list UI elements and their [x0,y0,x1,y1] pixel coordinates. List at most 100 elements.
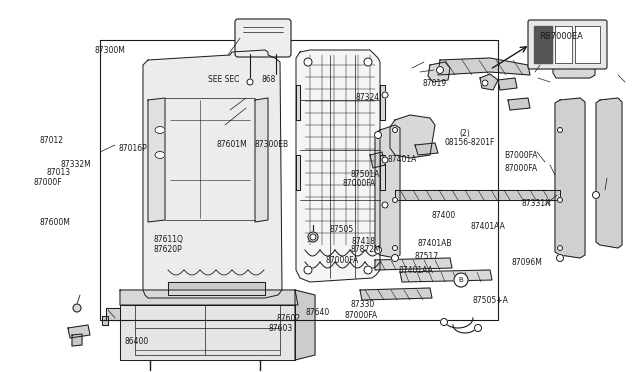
Circle shape [247,79,253,85]
Polygon shape [555,98,585,258]
Circle shape [382,92,388,98]
Circle shape [557,128,563,132]
Text: 87019: 87019 [422,79,447,88]
Polygon shape [255,98,268,222]
Polygon shape [415,143,438,155]
Text: SEE SEC: SEE SEC [208,76,239,84]
Circle shape [392,198,397,202]
Polygon shape [102,316,108,325]
Circle shape [374,131,381,138]
Polygon shape [143,50,282,298]
Circle shape [304,266,312,274]
Text: 87000FA: 87000FA [325,256,358,265]
Circle shape [557,254,563,262]
Text: 87401AA: 87401AA [398,266,433,275]
Text: 87401A: 87401A [387,155,417,164]
Polygon shape [395,190,560,200]
Polygon shape [596,98,622,248]
Circle shape [557,246,563,250]
Circle shape [382,202,388,208]
Polygon shape [555,26,572,63]
Polygon shape [428,62,450,82]
Text: 87332M: 87332M [61,160,92,169]
Polygon shape [390,115,435,158]
Text: 87401AA: 87401AA [470,222,505,231]
Circle shape [364,266,372,274]
Text: 87016P: 87016P [118,144,147,153]
Text: 87400: 87400 [432,211,456,219]
Text: B: B [459,277,463,283]
Polygon shape [120,290,298,305]
Text: 87501A: 87501A [351,170,380,179]
Circle shape [374,247,381,253]
Text: 87324: 87324 [355,93,380,102]
Text: 87000FA: 87000FA [344,311,378,320]
Text: 87640: 87640 [306,308,330,317]
Polygon shape [370,152,385,168]
Circle shape [310,234,316,240]
Polygon shape [296,50,380,282]
Text: 87331N: 87331N [522,199,552,208]
Text: 87300M: 87300M [95,46,125,55]
Circle shape [436,67,444,74]
Polygon shape [296,85,300,120]
Text: 87505+A: 87505+A [472,296,508,305]
Polygon shape [498,78,517,90]
Circle shape [482,80,488,86]
Text: RB7000EA: RB7000EA [539,32,583,41]
Text: 87620P: 87620P [154,245,182,254]
Text: 87505: 87505 [330,225,354,234]
Polygon shape [296,155,300,190]
Polygon shape [295,290,315,360]
Text: 87300EB: 87300EB [255,140,289,149]
Polygon shape [553,60,595,78]
FancyBboxPatch shape [235,19,291,57]
Polygon shape [120,305,295,360]
Text: 868: 868 [261,76,275,84]
Circle shape [382,157,388,163]
Text: 87330: 87330 [351,300,375,309]
Circle shape [440,318,447,326]
Circle shape [304,58,312,66]
Text: 87401AB: 87401AB [417,239,452,248]
Ellipse shape [155,151,165,158]
Circle shape [454,273,468,287]
Polygon shape [106,308,120,320]
Polygon shape [508,98,530,110]
Polygon shape [534,26,552,63]
Text: 87096M: 87096M [512,258,543,267]
Text: 87611Q: 87611Q [154,235,184,244]
Circle shape [474,324,481,331]
Circle shape [593,192,600,199]
Text: 87000FA: 87000FA [504,164,538,173]
Polygon shape [380,85,385,120]
Text: 87418: 87418 [352,237,376,246]
Text: 87601M: 87601M [216,140,247,149]
Text: (2): (2) [460,129,470,138]
Ellipse shape [155,126,165,134]
Polygon shape [480,74,498,90]
Circle shape [392,254,399,262]
Polygon shape [400,270,492,282]
Polygon shape [575,26,600,63]
Text: B7000FA: B7000FA [504,151,538,160]
Text: 87872M: 87872M [351,246,381,254]
Circle shape [392,128,397,132]
Polygon shape [380,155,385,190]
Text: 87602: 87602 [276,314,301,323]
Polygon shape [375,125,400,258]
Circle shape [557,198,563,202]
Text: 87012: 87012 [40,136,64,145]
Text: 87600M: 87600M [40,218,70,227]
Text: 87013: 87013 [46,169,70,177]
Polygon shape [72,334,82,346]
Circle shape [364,58,372,66]
Polygon shape [168,282,265,295]
Text: 87000FA: 87000FA [342,179,376,187]
Text: 86400: 86400 [125,337,149,346]
Circle shape [308,232,318,242]
Circle shape [392,246,397,250]
Polygon shape [360,288,432,300]
Circle shape [73,304,81,312]
Polygon shape [375,258,452,270]
